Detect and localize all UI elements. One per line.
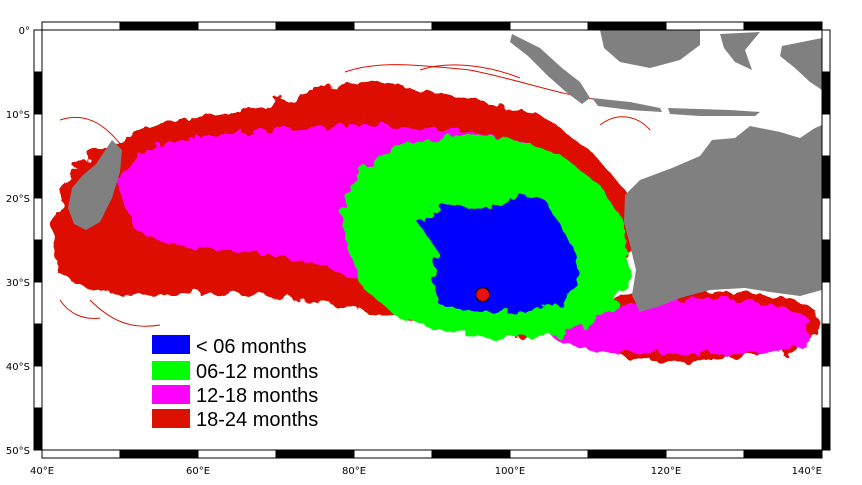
frame-bar-top (197, 21, 277, 31)
legend: < 06 months 06-12 months 12-18 months 18… (152, 335, 318, 431)
legend-swatch-0 (152, 335, 190, 354)
frame-bar-bottom (353, 449, 433, 459)
frame-bar-left (33, 239, 43, 283)
longitude-tick-label: 100°E (495, 466, 525, 477)
frame-bar-bottom (41, 449, 121, 459)
frame-bar-top (119, 21, 199, 31)
frame-bar-bottom (275, 449, 355, 459)
frame-bar-left (33, 113, 43, 157)
frame-bar-right (821, 113, 831, 157)
frame-bar-right (821, 407, 831, 451)
legend-swatch-3 (152, 409, 190, 428)
frame-bar-top (587, 21, 667, 31)
sulawesi-landmass (720, 32, 760, 70)
frame-bar-right (821, 323, 831, 367)
longitude-tick-label: 80°E (342, 466, 366, 477)
frame-bar-left (33, 281, 43, 325)
frame-bar-bottom (587, 449, 667, 459)
longitude-tick-label: 120°E (651, 466, 681, 477)
lesser-sunda-islands (668, 108, 760, 116)
latitude-tick-label: 30°S (6, 278, 30, 289)
madagascar-landmass (68, 140, 122, 230)
java-landmass (592, 98, 662, 112)
latitude-tick-label: 10°S (6, 110, 30, 121)
plot-border (41, 29, 823, 451)
legend-label-1: 06-12 months (196, 361, 318, 383)
frame-bar-right (821, 365, 831, 409)
frame-bar-right (821, 155, 831, 199)
frame-bar-bottom (509, 449, 589, 459)
frame-bar-right (821, 29, 831, 73)
frame-bar-left (33, 71, 43, 115)
frame-bar-bottom (665, 449, 745, 459)
land-masses (68, 30, 822, 312)
frame-bar-top (665, 21, 745, 31)
frame-bar-right (821, 71, 831, 115)
frame-bar-bottom (197, 449, 277, 459)
frame-bar-right (821, 239, 831, 283)
map-frame (33, 21, 831, 459)
frame-bar-left (33, 365, 43, 409)
frame-bar-left (33, 197, 43, 241)
frame-bar-right (821, 197, 831, 241)
legend-label-2: 12-18 months (196, 385, 318, 407)
longitude-tick-label: 60°E (186, 466, 210, 477)
frame-bar-left (33, 29, 43, 73)
australia-landmass (624, 125, 822, 312)
frame-bar-right (821, 281, 831, 325)
frame-bar-left (33, 323, 43, 367)
new-guinea-landmass (780, 38, 822, 90)
latitude-tick-label: 40°S (6, 362, 30, 373)
frame-bar-top (353, 21, 433, 31)
frame-bar-top (275, 21, 355, 31)
latitude-tick-label: 20°S (6, 194, 30, 205)
trajectory-tendrils-18-24-months (59, 64, 651, 327)
release-point-marker (475, 287, 491, 303)
frame-bar-left (33, 407, 43, 451)
frame-bar-bottom (431, 449, 511, 459)
longitude-tick-label: 40°E (30, 466, 54, 477)
legend-swatch-2 (152, 385, 190, 404)
frame-bar-top (509, 21, 589, 31)
sumatra-landmass (510, 34, 590, 104)
longitude-tick-label: 140°E (792, 466, 822, 477)
trajectories-under-06-months (418, 195, 578, 312)
legend-label-0: < 06 months (196, 336, 307, 358)
frame-bar-bottom (743, 449, 823, 459)
latitude-tick-label: 50°S (6, 446, 30, 457)
legend-swatch-1 (152, 361, 190, 380)
frame-bar-left (33, 155, 43, 199)
frame-bar-top (431, 21, 511, 31)
frame-bar-top (743, 21, 823, 31)
longitude-labels: 40°E 60°E 80°E 100°E 120°E 140°E (30, 466, 822, 477)
latitude-tick-label: 0° (19, 26, 30, 37)
legend-label-3: 18-24 months (196, 409, 318, 431)
borneo-landmass (600, 30, 700, 68)
latitude-labels: 0° 10°S 20°S 30°S 40°S 50°S (6, 26, 30, 457)
frame-bar-bottom (119, 449, 199, 459)
frame-bar-top (41, 21, 121, 31)
